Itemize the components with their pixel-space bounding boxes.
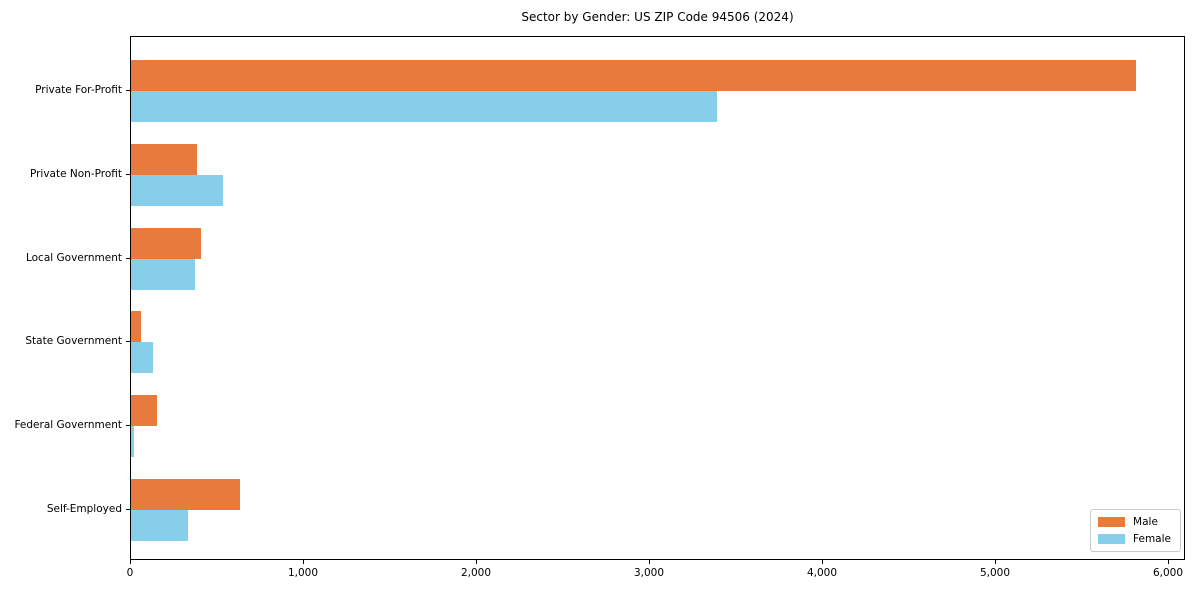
bar-male-local-government <box>131 228 201 259</box>
x-tick-label-6000: 6,000 <box>1152 567 1184 579</box>
bar-female-local-government <box>131 259 195 290</box>
plot-area: Male Female <box>130 36 1185 560</box>
bar-male-private-for-profit <box>131 60 1136 91</box>
x-tick-label-5000: 5,000 <box>979 567 1011 579</box>
y-tick-mark <box>126 425 130 426</box>
legend-item-male: Male <box>1098 516 1171 528</box>
male-series-swatch <box>1098 517 1126 527</box>
chart-title: Sector by Gender: US ZIP Code 94506 (202… <box>521 10 794 24</box>
x-tick-mark <box>649 560 650 564</box>
female-series-swatch <box>1098 534 1126 544</box>
x-tick-mark <box>1168 560 1169 564</box>
x-tick-label-0: 0 <box>126 567 134 579</box>
x-tick-label-3000: 3,000 <box>633 567 665 579</box>
bar-female-private-for-profit <box>131 91 717 122</box>
y-tick-mark <box>126 509 130 510</box>
bar-female-state-government <box>131 342 153 373</box>
x-tick-label-2000: 2,000 <box>460 567 492 579</box>
legend: Male Female <box>1090 509 1181 552</box>
x-tick-mark <box>130 560 131 564</box>
bar-male-federal-government <box>131 395 157 426</box>
legend-label-male: Male <box>1133 516 1158 528</box>
x-tick-mark <box>822 560 823 564</box>
x-tick-label-4000: 4,000 <box>806 567 838 579</box>
y-tick-mark <box>126 174 130 175</box>
bar-male-state-government <box>131 311 141 342</box>
bar-female-self-employed <box>131 510 188 541</box>
y-tick-label-state-government: State Government <box>25 335 122 347</box>
x-tick-label-1000: 1,000 <box>287 567 319 579</box>
y-tick-mark <box>126 258 130 259</box>
y-tick-label-self-employed: Self-Employed <box>46 503 122 515</box>
legend-label-female: Female <box>1133 533 1171 545</box>
y-tick-mark <box>126 90 130 91</box>
y-tick-label-private-non-profit: Private Non-Profit <box>29 168 122 180</box>
bar-male-self-employed <box>131 479 240 510</box>
bar-female-federal-government <box>131 426 134 457</box>
legend-item-female: Female <box>1098 533 1171 545</box>
x-tick-mark <box>303 560 304 564</box>
y-tick-mark <box>126 341 130 342</box>
bar-male-private-non-profit <box>131 144 197 175</box>
x-tick-mark <box>476 560 477 564</box>
y-tick-label-private-for-profit: Private For-Profit <box>35 84 122 96</box>
y-tick-label-local-government: Local Government <box>25 252 122 264</box>
y-tick-label-federal-government: Federal Government <box>14 419 122 431</box>
bar-female-private-non-profit <box>131 175 223 206</box>
x-tick-mark <box>995 560 996 564</box>
